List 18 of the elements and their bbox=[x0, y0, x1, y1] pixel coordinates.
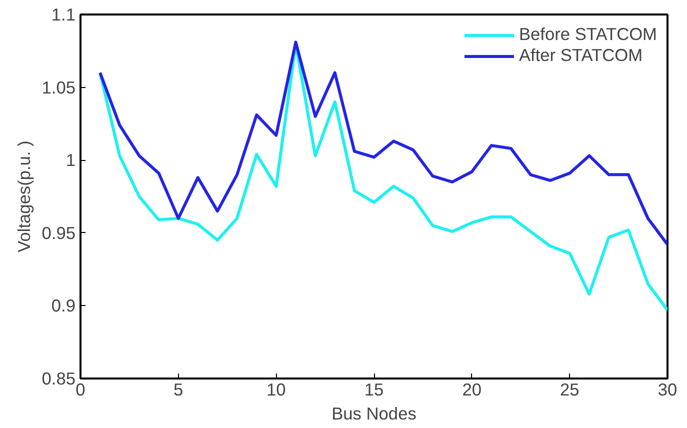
x-tick-label: 15 bbox=[364, 380, 384, 400]
x-tick-label: 30 bbox=[658, 380, 678, 400]
x-tick-label: 25 bbox=[560, 380, 580, 400]
y-tick-label: 1.05 bbox=[42, 77, 76, 98]
y-tick-label: 0.95 bbox=[42, 222, 76, 243]
legend-label: After STATCOM bbox=[518, 45, 643, 66]
x-tick-label: 20 bbox=[462, 380, 482, 400]
y-tick-label: 0.85 bbox=[42, 368, 76, 388]
y-tick-label: 1 bbox=[66, 150, 76, 170]
x-tick-label: 10 bbox=[266, 380, 286, 400]
y-tick-label: 1.1 bbox=[51, 4, 76, 24]
legend-label: Before STATCOM bbox=[518, 24, 657, 45]
line-series bbox=[98, 40, 668, 246]
y-axis-title: Voltages(p.u. ) bbox=[14, 140, 34, 252]
y-tick-label: 0.9 bbox=[51, 296, 76, 316]
x-axis-title: Bus Nodes bbox=[332, 404, 417, 424]
x-tick-label: 5 bbox=[174, 380, 184, 400]
x-tick-label: 0 bbox=[76, 380, 86, 400]
